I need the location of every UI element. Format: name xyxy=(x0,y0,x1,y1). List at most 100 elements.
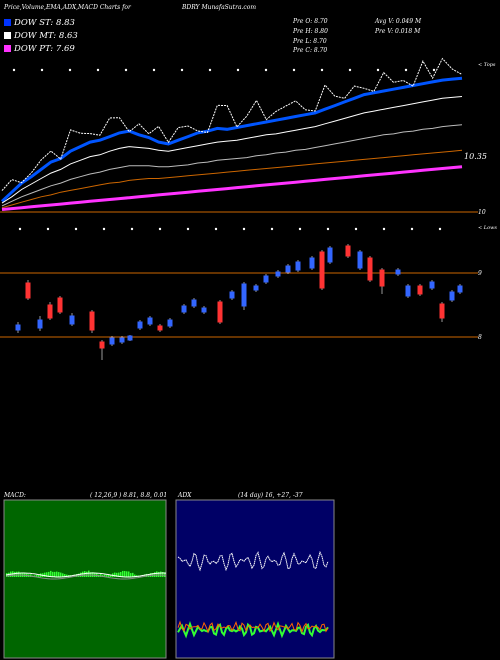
candle-body xyxy=(127,335,133,341)
low-marker xyxy=(130,227,134,231)
candle-20 xyxy=(241,282,247,310)
macd-hist-bar xyxy=(92,572,94,577)
macd-hist-bar xyxy=(120,571,122,577)
candle-body xyxy=(449,291,455,301)
candle-body xyxy=(345,245,351,257)
macd-hist-bar xyxy=(158,571,160,577)
legend-dow-mt: DOW MT: 8.63 xyxy=(4,30,78,41)
macd-hist-bar xyxy=(146,573,148,577)
ema-series-4 xyxy=(1,165,463,211)
macd-hist-bar xyxy=(110,575,112,577)
candle-body xyxy=(147,317,153,325)
low-marker xyxy=(438,227,442,231)
lows-label: < Lows xyxy=(478,225,497,231)
macd-signal-line xyxy=(5,574,167,580)
macd-hist-bar xyxy=(52,571,54,577)
candle-8 xyxy=(109,336,115,346)
macd-hist-bar xyxy=(88,570,90,577)
candle-body xyxy=(89,311,95,331)
candle-body xyxy=(217,301,223,323)
candle-body xyxy=(263,275,269,283)
candle-body xyxy=(99,341,105,349)
low-marker xyxy=(158,227,162,231)
quote-open: Pre O: 8.70 xyxy=(293,18,328,25)
adx-series xyxy=(177,550,329,639)
macd-hist-bar xyxy=(108,574,110,577)
macd-hist-bar xyxy=(56,571,58,577)
candle-17 xyxy=(201,306,207,314)
macd-hist-bar xyxy=(132,572,134,577)
macd-hist-bar xyxy=(14,571,16,577)
macd-hist-bar xyxy=(94,572,96,577)
macd-hist-bar xyxy=(100,573,102,577)
candle-12 xyxy=(147,316,153,326)
candle-31 xyxy=(367,256,373,282)
macd-hist-bar xyxy=(104,574,106,577)
top-marker xyxy=(236,68,240,72)
candle-19 xyxy=(229,290,235,300)
legend-dow-pt: DOW PT: 7.69 xyxy=(4,43,75,54)
top-marker xyxy=(404,68,408,72)
candle-35 xyxy=(417,284,423,296)
candle-22 xyxy=(263,274,269,284)
candle-body xyxy=(119,337,125,343)
adx-params: (14 day) 16, +27, -37 xyxy=(238,492,303,499)
price-label-10: 10 xyxy=(478,209,486,216)
top-marker xyxy=(264,68,268,72)
legend-swatch-st xyxy=(4,19,11,26)
macd-hist-bar xyxy=(140,575,142,577)
macd-hist-bar xyxy=(162,571,164,577)
candle-body xyxy=(167,319,173,327)
low-marker xyxy=(382,227,386,231)
candles xyxy=(15,244,463,360)
candle-24 xyxy=(285,264,291,274)
macd-hist-bar xyxy=(44,572,46,577)
macd-hist-bar xyxy=(16,571,18,577)
low-marker xyxy=(74,227,78,231)
candle-5 xyxy=(69,313,75,326)
candle-18 xyxy=(217,300,223,324)
candle-body xyxy=(25,282,31,299)
candle-body xyxy=(241,283,247,307)
top-markers xyxy=(12,68,436,72)
macd-panel xyxy=(3,499,167,659)
price-label-10-35: 10.35 xyxy=(464,152,487,161)
macd-hist-bar xyxy=(80,572,82,577)
chart-symbol: BDRY MunafaSutra.com xyxy=(182,4,257,11)
quote-close: Pre C: 8.70 xyxy=(293,47,328,54)
macd-hist-bar xyxy=(106,575,108,577)
macd-hist-bar xyxy=(36,574,38,577)
ema-series-2 xyxy=(1,124,463,207)
candle-body xyxy=(69,315,75,325)
low-markers xyxy=(18,227,442,231)
macd-title: MACD: xyxy=(4,492,26,499)
macd-hist-bar xyxy=(124,571,126,577)
low-marker xyxy=(354,227,358,231)
top-marker xyxy=(320,68,324,72)
adx-plus-di-line xyxy=(177,621,329,639)
candle-body xyxy=(37,319,43,329)
quote-avg-volume: Avg V: 0.049 M xyxy=(375,18,422,25)
candle-body xyxy=(357,251,363,269)
low-marker xyxy=(18,227,22,231)
macd-hist-bar xyxy=(126,571,128,577)
candle-6 xyxy=(89,310,95,333)
candle-32 xyxy=(379,268,385,294)
ema-series-1 xyxy=(1,96,463,204)
low-marker xyxy=(102,227,106,231)
top-marker xyxy=(124,68,128,72)
candle-body xyxy=(319,251,325,289)
tops-label: < Tops xyxy=(478,62,496,68)
candle-26 xyxy=(309,256,315,270)
macd-hist-bar xyxy=(114,572,116,577)
macd-hist-bar xyxy=(46,572,48,577)
macd-hist-bar xyxy=(50,570,52,577)
low-marker xyxy=(298,227,302,231)
ema-series-0 xyxy=(0,76,463,203)
macd-hist-bar xyxy=(48,571,50,577)
legend-swatch-pt xyxy=(4,45,11,52)
macd-hist-bar xyxy=(116,572,118,577)
top-marker xyxy=(376,68,380,72)
low-marker xyxy=(46,227,50,231)
top-marker xyxy=(208,68,212,72)
